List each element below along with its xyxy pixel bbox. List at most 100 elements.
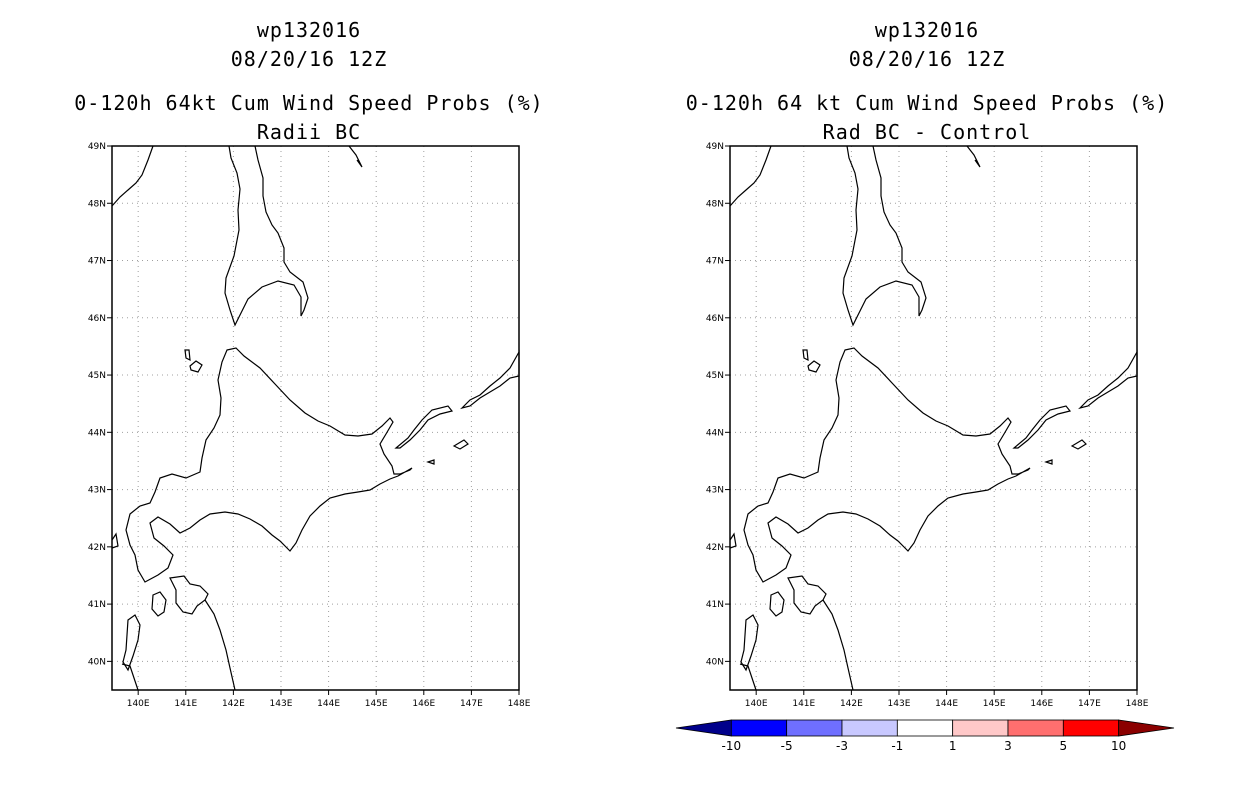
- lon-tick-label: 144E: [317, 699, 340, 709]
- coastline: [802, 349, 809, 362]
- map-layer: 140E 141E 142E 143E 144E 145E 146E 147E 148E 49N 4…: [88, 142, 531, 709]
- coastline: [111, 145, 154, 207]
- lat-tick-label: 49N: [88, 142, 106, 152]
- coastline: [151, 591, 167, 617]
- coastline: [1078, 349, 1138, 410]
- colorbar-label: -1: [891, 739, 903, 753]
- lon-tick-label: 145E: [983, 699, 1006, 709]
- lat-tick-label: 45N: [706, 371, 724, 381]
- colorbar-label: 10: [1111, 739, 1126, 753]
- coastline: [966, 145, 981, 168]
- panel-subtitle: Rad BC - Control: [822, 120, 1032, 144]
- coastline: [452, 439, 469, 450]
- lon-tick-label: 143E: [888, 699, 911, 709]
- lon-tick-label: 147E: [1078, 699, 1101, 709]
- lat-tick-label: 42N: [88, 543, 106, 553]
- lon-tick-label: 146E: [1030, 699, 1053, 709]
- coastline: [394, 405, 454, 449]
- colorbar-segment: [952, 719, 1009, 737]
- coastline: [121, 663, 139, 691]
- colorbar-extend-low: [675, 719, 732, 737]
- colorbar-label: -5: [781, 739, 793, 753]
- coastline: [111, 532, 119, 549]
- lon-tick-label: 141E: [174, 699, 197, 709]
- lat-tick-label: 46N: [706, 314, 724, 324]
- coastline: [769, 591, 785, 617]
- coastline: [740, 614, 759, 672]
- coastline: [787, 575, 827, 615]
- storm-id-title: wp132016: [874, 18, 980, 42]
- coastline: [169, 575, 209, 615]
- lon-tick-label: 140E: [745, 699, 768, 709]
- coastline: [743, 347, 1031, 583]
- coastline: [1012, 405, 1072, 449]
- lat-tick-label: 47N: [706, 257, 724, 267]
- coastline: [729, 145, 772, 207]
- lat-tick-label: 44N: [88, 428, 106, 438]
- lon-tick-label: 143E: [270, 699, 293, 709]
- coastline: [822, 599, 854, 691]
- lat-tick-label: 43N: [88, 486, 106, 496]
- lat-tick-label: 41N: [88, 600, 106, 610]
- lat-tick-label: 46N: [88, 314, 106, 324]
- coastline: [807, 360, 821, 373]
- storm-id-title: wp132016: [256, 18, 362, 42]
- map-frame: 140E 141E 142E 143E 144E 145E 146E 147E 148E 49N 4…: [706, 142, 1149, 709]
- colorbar: -10 -5 -3 -1 1 3 5 10: [675, 719, 1175, 753]
- lat-tick-label: 42N: [706, 543, 724, 553]
- coastline: [729, 532, 737, 549]
- colorbar-segment: [841, 719, 898, 737]
- lat-tick-label: 48N: [88, 199, 106, 209]
- lat-tick-label: 48N: [706, 199, 724, 209]
- lon-tick-label: 146E: [412, 699, 435, 709]
- datetime-title: 08/20/16 12Z: [230, 47, 388, 71]
- colorbar-label: 1: [949, 739, 957, 753]
- coastline: [204, 599, 236, 691]
- lat-tick-label: 44N: [706, 428, 724, 438]
- lat-tick-label: 43N: [706, 486, 724, 496]
- coastline: [125, 347, 413, 583]
- coastline: [189, 360, 203, 373]
- colorbar-extend-high: [1118, 719, 1175, 737]
- coastline: [1044, 459, 1053, 465]
- colorbar-label: -10: [722, 739, 742, 753]
- colorbar-segment: [786, 719, 843, 737]
- lon-tick-label: 140E: [127, 699, 150, 709]
- colorbar-label: -3: [836, 739, 848, 753]
- colorbar-segment: [1007, 719, 1064, 737]
- coastline: [842, 145, 927, 327]
- coastline: [1070, 439, 1087, 450]
- map-border: [729, 145, 1138, 691]
- lon-tick-label: 142E: [840, 699, 863, 709]
- map-panel-right: wp132016 08/20/16 12Z 0-120h 64 kt Cum W…: [618, 0, 1236, 800]
- coastline: [184, 349, 191, 362]
- lat-tick-label: 40N: [88, 657, 106, 667]
- coastline: [122, 614, 141, 672]
- lon-tick-label: 148E: [508, 699, 531, 709]
- map-panel-left: wp132016 08/20/16 12Z 0-120h 64kt Cum Wi…: [74, 18, 544, 709]
- lon-tick-label: 148E: [1126, 699, 1149, 709]
- lat-tick-label: 41N: [706, 600, 724, 610]
- coastline: [426, 459, 435, 465]
- map-frame: 140E 141E 142E 143E 144E 145E 146E 147E 148E 49N 4…: [88, 142, 531, 709]
- lat-tick-label: 45N: [88, 371, 106, 381]
- lon-tick-label: 141E: [792, 699, 815, 709]
- datetime-title: 08/20/16 12Z: [848, 47, 1006, 71]
- colorbar-segment: [730, 719, 788, 737]
- lat-tick-label: 40N: [706, 657, 724, 667]
- lat-tick-label: 49N: [706, 142, 724, 152]
- coastline: [460, 349, 520, 410]
- map-border: [111, 145, 520, 691]
- lon-tick-label: 144E: [935, 699, 958, 709]
- panel-subtitle: Radii BC: [256, 120, 362, 144]
- lon-tick-label: 142E: [222, 699, 245, 709]
- colorbar-segment: [1062, 719, 1120, 737]
- coastline: [224, 145, 309, 327]
- product-title: 0-120h 64kt Cum Wind Speed Probs (%): [74, 91, 544, 115]
- lat-tick-label: 47N: [88, 257, 106, 267]
- colorbar-label: 3: [1004, 739, 1012, 753]
- colorbar-label: 5: [1060, 739, 1068, 753]
- lon-tick-label: 147E: [460, 699, 483, 709]
- coastline: [348, 145, 363, 168]
- product-title: 0-120h 64 kt Cum Wind Speed Probs (%): [685, 91, 1169, 115]
